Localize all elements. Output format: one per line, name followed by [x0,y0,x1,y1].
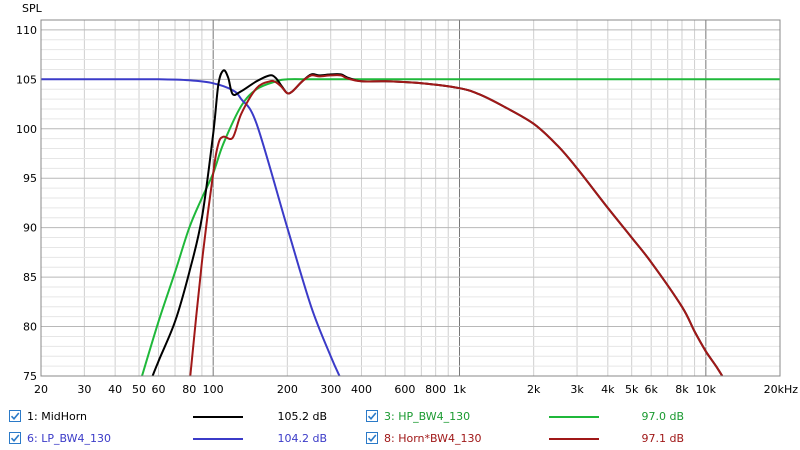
checkbox-horn-bw4-130[interactable] [366,432,378,444]
x-tick-label: 8k [675,383,689,396]
y-tick-label: 85 [23,271,37,284]
y-tick-label: 90 [23,222,37,235]
y-tick-label: 75 [23,370,37,383]
y-tick-label: 80 [23,321,37,334]
y-tick-label: 110 [16,24,37,37]
series-line-hp-bw4-130 [140,78,780,376]
legend-swatch-lp-bw4-130 [193,438,243,440]
series-line-midhorn [151,69,724,376]
checkbox-midhorn[interactable] [9,410,21,422]
series-layer [41,69,780,376]
x-tick-label: 60 [152,383,166,396]
x-tick-label: 300 [320,383,341,396]
legend-value-lp-bw4-130: 104.2 dB [277,432,327,445]
series-line-horn-bw4-130 [189,74,724,376]
frequency-response-chart: SPL 20 30 40 50 60 80 100 200 300 400 600 800 1k 2k 3k… [16,2,798,396]
x-tick-label: 800 [425,383,446,396]
x-tick-label: 6k [645,383,659,396]
legend-swatch-hp-bw4-130 [549,416,599,418]
x-tick-label: 10k [696,383,717,396]
x-tick-label: 1k [453,383,467,396]
legend-row-2: 6: LP_BW4_130 104.2 dB 8: Horn*BW4_130 9… [0,428,800,450]
series-line-lp-bw4-130 [41,78,341,376]
x-tick-label: 600 [394,383,415,396]
legend-label-hp-bw4-130: 3: HP_BW4_130 [384,410,471,423]
chart-svg: SPL 20 30 40 50 60 80 100 200 300 400 600 800 1k 2k 3k… [16,2,798,396]
x-tick-label: 100 [203,383,224,396]
y-tick-label: 100 [16,123,37,136]
axis-labels: 20 30 40 50 60 80 100 200 300 400 600 800 1k 2k 3k 4k 5k… [16,24,798,396]
legend-value-midhorn: 105.2 dB [277,410,327,423]
legend-value-hp-bw4-130: 97.0 dB [641,410,684,423]
plot-frame [40,19,781,377]
checkmark-icon [10,434,20,443]
legend-value-horn-bw4-130: 97.1 dB [641,432,684,445]
x-tick-label: 80 [182,383,196,396]
checkmark-icon [10,412,20,421]
x-tick-label: 4k [601,383,615,396]
checkbox-hp-bw4-130[interactable] [366,410,378,422]
legend: 1: MidHorn 105.2 dB 3: HP_BW4_130 97.0 d… [0,403,800,450]
legend-label-midhorn: 1: MidHorn [27,410,88,423]
grid-layer [41,19,780,377]
x-tick-label: 30 [77,383,91,396]
legend-label-horn-bw4-130: 8: Horn*BW4_130 [384,432,482,445]
checkbox-lp-bw4-130[interactable] [9,432,21,444]
y-tick-label: 105 [16,73,37,86]
x-tick-label: 400 [351,383,372,396]
x-tick-label: 5k [625,383,639,396]
x-tick-label: 200 [277,383,298,396]
legend-row-1: 1: MidHorn 105.2 dB 3: HP_BW4_130 97.0 d… [0,406,800,428]
x-tick-label: 50 [132,383,146,396]
checkmark-icon [367,412,377,421]
x-tick-label: 20 [34,383,48,396]
legend-swatch-horn-bw4-130 [549,438,599,440]
x-tick-label: 40 [108,383,122,396]
x-tick-label: 20kHz [764,383,799,396]
legend-label-lp-bw4-130: 6: LP_BW4_130 [27,432,111,445]
y-axis-title: SPL [22,2,43,15]
x-tick-label: 2k [527,383,541,396]
x-tick-label: 3k [570,383,584,396]
legend-swatch-midhorn [193,416,243,418]
y-tick-label: 95 [23,172,37,185]
checkmark-icon [367,434,377,443]
